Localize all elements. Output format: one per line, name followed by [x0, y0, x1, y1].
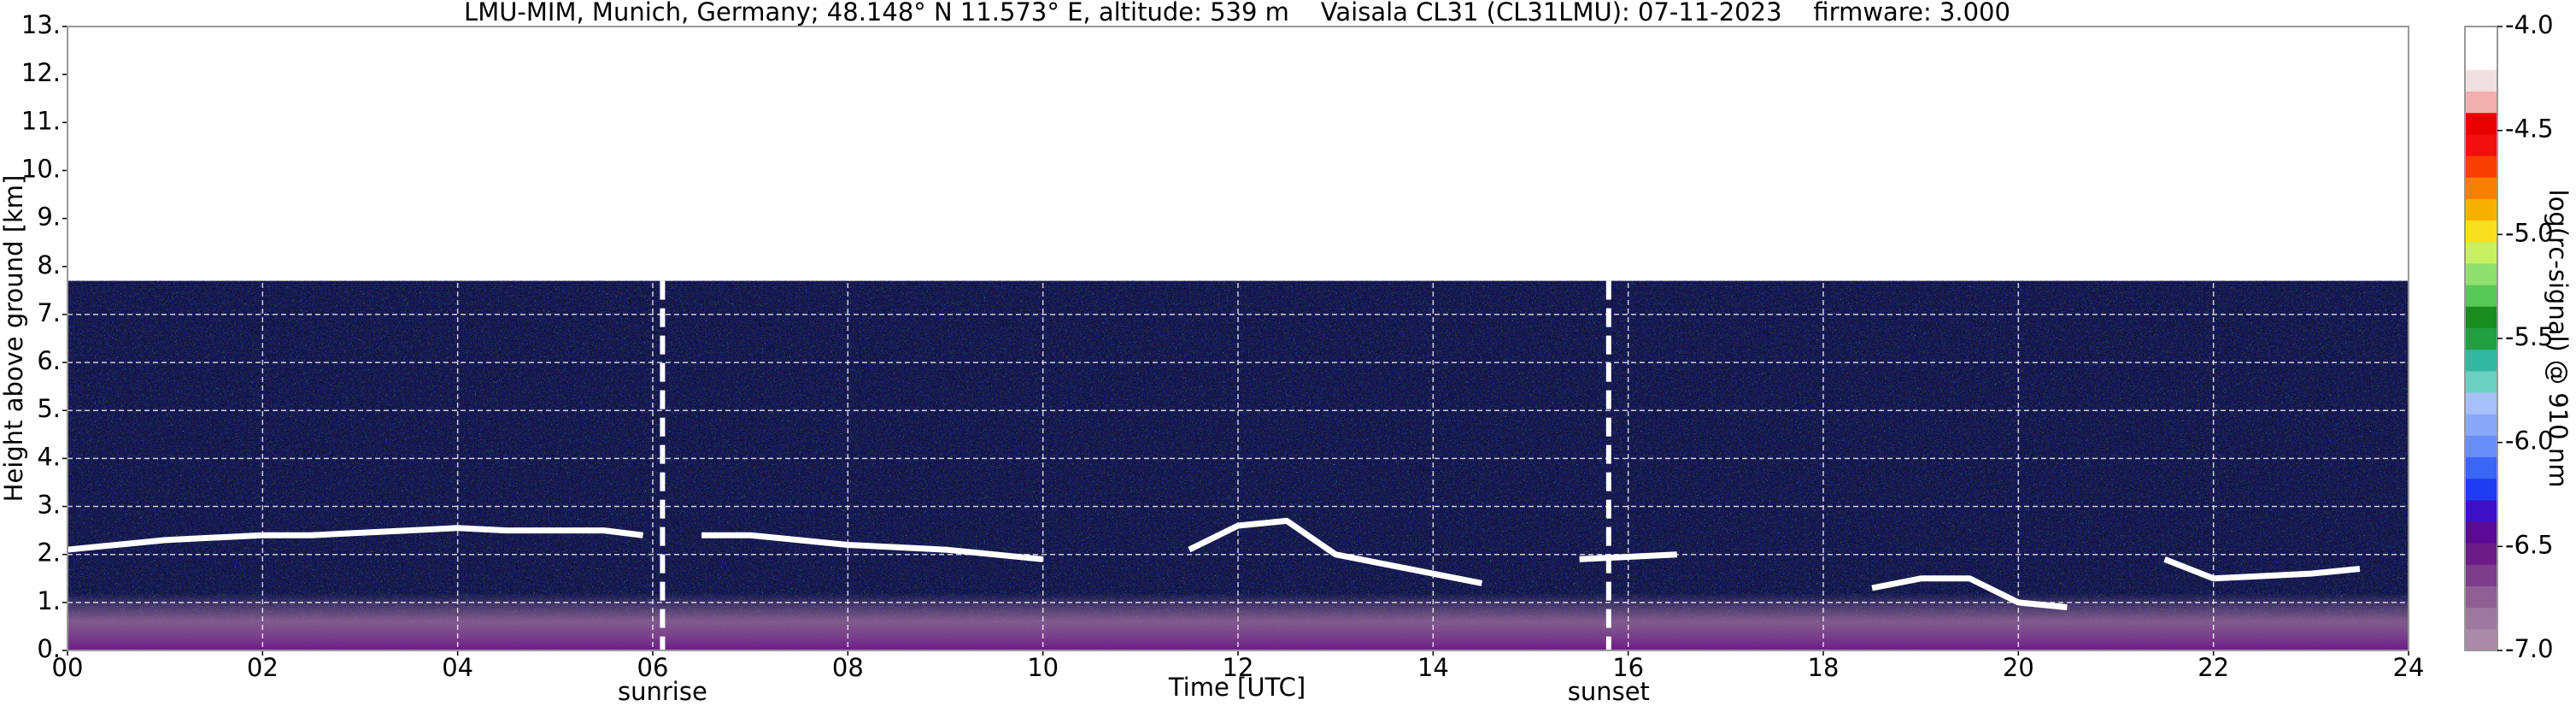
- y-tick-label: 10.: [21, 154, 61, 183]
- y-tick-label: 3.: [37, 491, 61, 520]
- y-tick-label: 4.: [37, 442, 61, 471]
- y-tick-label: 0.: [37, 634, 61, 663]
- y-tick-label: 7.: [37, 298, 61, 327]
- colorbar-segment: [2465, 499, 2497, 522]
- x-tick-label: 14: [1417, 653, 1449, 682]
- colorbar-segment: [2465, 456, 2497, 479]
- x-tick-label: 12: [1223, 653, 1254, 682]
- event-label: sunset: [1568, 677, 1650, 706]
- colorbar-segment: [2465, 262, 2497, 285]
- colorbar-segment: [2465, 435, 2497, 457]
- colorbar-segment: [2465, 585, 2497, 609]
- plot-frame: [67, 26, 2409, 651]
- x-axis-label: Time [UTC]: [1168, 673, 1306, 702]
- colorbar-segment: [2465, 391, 2497, 415]
- colorbar-tick-label: -4.0: [2505, 10, 2554, 39]
- x-tick-label: 16: [1612, 653, 1644, 682]
- layer-line: [67, 517, 2361, 610]
- colorbar-segment: [2465, 306, 2497, 328]
- colorbar-segment: [2465, 198, 2497, 221]
- x-tick-label: 18: [1808, 653, 1840, 682]
- colorbar-segment: [2465, 564, 2497, 586]
- colorbar-segment: [2465, 327, 2497, 350]
- colorbar-label: log(rc-signal) @ 910 nm: [2544, 190, 2573, 488]
- colorbar-tick-label: -5.0: [2505, 218, 2554, 247]
- colorbar-segment: [2465, 177, 2497, 199]
- y-tick-label: 13.: [21, 10, 61, 39]
- colorbar-segment: [2465, 478, 2497, 501]
- y-tick-label: 1.: [37, 586, 61, 615]
- x-tick-label: 10: [1027, 653, 1059, 682]
- colorbar-segment: [2465, 521, 2497, 544]
- colorbar-segment: [2465, 26, 2497, 49]
- y-tick-label: 8.: [37, 250, 61, 279]
- colorbar-segment: [2465, 91, 2497, 114]
- colorbar-segment: [2465, 607, 2497, 630]
- colorbar-segment: [2465, 241, 2497, 264]
- event-label: sunrise: [618, 677, 707, 706]
- colorbar-segment: [2465, 48, 2497, 70]
- colorbar-tick-label: -6.0: [2505, 427, 2554, 456]
- colorbar-segment: [2465, 414, 2497, 436]
- colorbar-segment: [2465, 133, 2497, 156]
- y-tick-label: 11.: [21, 106, 61, 135]
- chart-title: LMU-MIM, Munich, Germany; 48.148° N 11.5…: [464, 0, 2010, 26]
- colorbar-segment: [2465, 543, 2497, 565]
- y-tick-label: 12.: [21, 58, 61, 87]
- colorbar-segment: [2465, 112, 2497, 135]
- y-tick-label: 9.: [37, 203, 61, 232]
- y-tick-label: 6.: [37, 346, 61, 375]
- colorbar-segment: [2465, 349, 2497, 372]
- colorbar-segment: [2465, 370, 2497, 393]
- colorbar-tick-label: -6.5: [2505, 530, 2554, 559]
- colorbar-segment: [2465, 220, 2497, 243]
- colorbar-tick-label: -4.5: [2505, 115, 2554, 144]
- colorbar-segment: [2465, 285, 2497, 307]
- x-tick-label: 02: [247, 653, 279, 682]
- y-axis-label: Height above ground [km]: [0, 175, 28, 503]
- colorbar-segment: [2465, 69, 2497, 92]
- colorbar-tick-label: -5.5: [2505, 322, 2554, 351]
- colorbar-segment: [2465, 156, 2497, 178]
- y-tick-label: 2.: [37, 538, 61, 568]
- y-tick-label: 5.: [37, 394, 61, 423]
- x-tick-label: 22: [2198, 653, 2229, 682]
- x-tick-label: 24: [2393, 653, 2425, 682]
- x-tick-label: 08: [832, 653, 864, 682]
- x-tick-label: 20: [2003, 653, 2034, 682]
- x-tick-label: 06: [637, 653, 669, 682]
- x-tick-label: 00: [52, 653, 84, 682]
- x-tick-label: 04: [442, 653, 473, 682]
- colorbar-segment: [2465, 628, 2497, 651]
- colorbar-tick-label: -7.0: [2505, 634, 2554, 663]
